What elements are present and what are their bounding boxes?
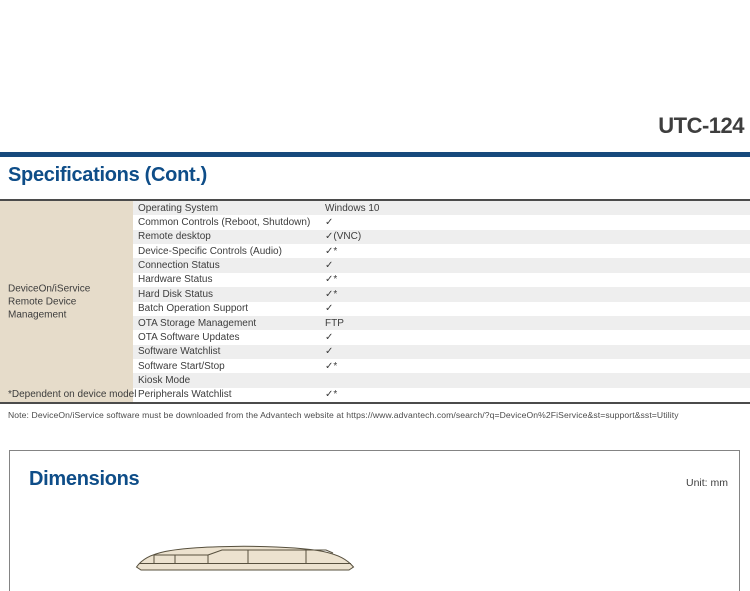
table-row: OTA Storage Management FTP bbox=[133, 315, 750, 331]
spec-property-cell: Peripherals Watchlist bbox=[138, 389, 232, 401]
spec-property-cell: Software Watchlist bbox=[138, 346, 221, 358]
spec-group-label: DeviceOn/iService Remote Device Manageme… bbox=[8, 282, 131, 321]
table-row: Device-Specific Controls (Audio) ✓* bbox=[133, 244, 750, 258]
dimensions-unit-label: Unit: mm bbox=[686, 477, 728, 489]
spec-property-cell: OTA Software Updates bbox=[138, 331, 240, 343]
spec-property-cell: OTA Storage Management bbox=[138, 317, 257, 329]
spec-property-cell: Hard Disk Status bbox=[138, 288, 214, 300]
table-row: Software Watchlist ✓ bbox=[133, 344, 750, 359]
spec-property-cell: Hardware Status bbox=[138, 274, 213, 286]
table-row: Operating System Windows 10 bbox=[133, 201, 750, 216]
side-profile-drawing bbox=[135, 545, 355, 571]
dimensions-section-title: Dimensions bbox=[29, 468, 140, 490]
spec-value-cell: ✓* bbox=[325, 274, 338, 286]
spec-rows-column: Operating System Windows 10 Common Control… bbox=[133, 201, 750, 402]
spec-value-cell: ✓* bbox=[325, 389, 338, 401]
table-row: Batch Operation Support ✓ bbox=[133, 302, 750, 316]
spec-property-cell: Kiosk Mode bbox=[138, 374, 191, 386]
specifications-table: DeviceOn/iService Remote Device Manageme… bbox=[0, 199, 750, 404]
spec-value-cell: ✓ bbox=[325, 303, 334, 315]
spec-property-cell: Software Start/Stop bbox=[138, 360, 225, 372]
spec-property-cell: Connection Status bbox=[138, 260, 220, 272]
spec-value-cell: ✓* bbox=[325, 360, 338, 372]
spec-value-cell: Windows 10 bbox=[325, 202, 380, 214]
table-row: Remote desktop ✓(VNC) bbox=[133, 229, 750, 245]
spec-value-cell: ✓ bbox=[325, 260, 334, 272]
spec-property-cell: Remote desktop bbox=[138, 231, 211, 243]
table-row: Peripherals Watchlist ✓* bbox=[133, 388, 750, 402]
table-row: Hardware Status ✓* bbox=[133, 273, 750, 287]
spec-group-footnote: *Dependent on device model bbox=[8, 389, 137, 400]
table-row: OTA Software Updates ✓ bbox=[133, 330, 750, 344]
table-row: Connection Status ✓ bbox=[133, 258, 750, 273]
spec-group-label-line1: DeviceOn/iService bbox=[8, 283, 91, 294]
dimensions-panel: 579.73 42.50 100 bbox=[9, 450, 740, 591]
table-row: Kiosk Mode bbox=[133, 373, 750, 388]
spec-property-cell: Common Controls (Reboot, Shutdown) bbox=[138, 217, 311, 229]
download-note: Note: DeviceOn/iService software must be… bbox=[8, 410, 679, 420]
spec-property-cell: Batch Operation Support bbox=[138, 303, 249, 315]
spec-property-cell: Operating System bbox=[138, 202, 219, 214]
table-row: Software Start/Stop ✓* bbox=[133, 359, 750, 373]
spec-value-cell: ✓ bbox=[325, 217, 334, 229]
spec-value-cell: ✓ bbox=[325, 346, 334, 358]
specifications-section-title: Specifications (Cont.) bbox=[8, 164, 207, 186]
spec-property-cell: Device-Specific Controls (Audio) bbox=[138, 245, 282, 257]
table-row: Common Controls (Reboot, Shutdown) ✓ bbox=[133, 215, 750, 229]
product-model-title: UTC-124 bbox=[658, 113, 744, 138]
spec-group-label-line2: Remote Device Management bbox=[8, 296, 77, 320]
dimensions-drawing: 579.73 42.50 100 bbox=[135, 545, 355, 571]
spec-value-cell: FTP bbox=[325, 317, 344, 329]
spec-value-cell: ✓ bbox=[325, 331, 334, 343]
spec-group-column: DeviceOn/iService Remote Device Manageme… bbox=[0, 201, 137, 402]
header-divider-rule bbox=[0, 152, 750, 157]
spec-value-cell: ✓(VNC) bbox=[325, 231, 362, 243]
spec-value-cell: ✓* bbox=[325, 245, 338, 257]
spec-value-cell: ✓* bbox=[325, 288, 338, 300]
table-row: Hard Disk Status ✓* bbox=[133, 287, 750, 302]
